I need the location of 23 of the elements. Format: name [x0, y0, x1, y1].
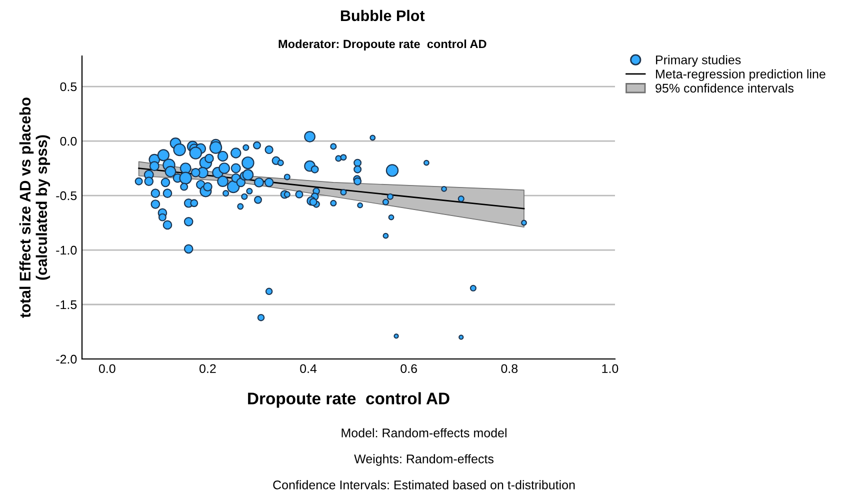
x-tick-label: 0.6 — [400, 364, 417, 374]
text: Weights: Random-effects — [354, 454, 494, 466]
x-tick-label: 0.0 — [98, 364, 116, 374]
x-tick-label: 0.8 — [501, 364, 518, 374]
text: Confidence Intervals: Estimated based on t-distribution — [273, 480, 575, 490]
y-tick-label: 0.5 — [60, 82, 77, 92]
y-axis-title: total Effect size AD vs placebo (calculated by spss) — [19, 98, 50, 318]
x-tick-label: 0.2 — [200, 364, 216, 374]
x-tick-label: 1.0 — [602, 364, 618, 374]
y-tick-label: -2.0 — [56, 354, 77, 364]
legend-label: Primary studies — [656, 55, 741, 67]
chart-subtitle: Moderator: Dropoute rate control AD — [278, 40, 486, 51]
chart-title: Bubble Plot — [340, 10, 425, 22]
text: Model: Random-effects model — [342, 428, 506, 438]
x-axis-title: Dropoute rate control AD — [248, 392, 450, 408]
text: 95% confidence intervals — [656, 83, 794, 93]
y-tick-label: -1.5 — [56, 300, 77, 310]
x-tick-label: 0.4 — [300, 364, 317, 374]
y-tick-label: -0.5 — [56, 191, 77, 200]
line-series — [138, 168, 525, 210]
legend-label: Meta-regression prediction line — [656, 69, 826, 81]
y-tick-label: -1.0 — [56, 246, 77, 255]
y-tick-label: 0.0 — [60, 136, 77, 146]
